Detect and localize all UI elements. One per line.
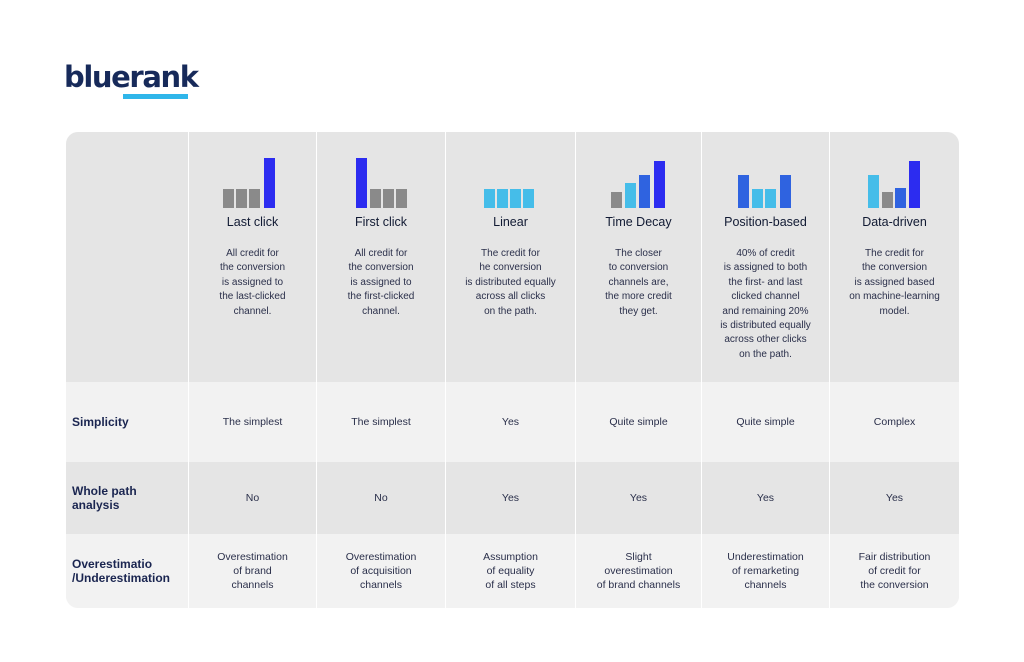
model-description: The credit for the conversion is assigned… — [849, 248, 940, 317]
table-cell: Assumption of equality of all steps — [483, 551, 538, 591]
model-name: First click — [354, 215, 408, 229]
table-cell: No — [374, 492, 388, 504]
model-description: The credit for he conversion is distribut… — [465, 248, 556, 317]
linear-bars-icon — [481, 156, 541, 208]
whole-path-analysis-row: Whole path analysis No No Yes Yes Yes Yes — [66, 462, 959, 534]
first-click-bars-icon — [351, 156, 411, 208]
table-cell: Fair distribution of credit for the conver… — [858, 551, 931, 591]
header-corner-cell — [66, 132, 188, 382]
table-cell: Slight overestimation of brand channels — [596, 551, 681, 591]
model-name: Position-based — [724, 215, 807, 229]
model-column-position-based: Position-based 40% of credit is assigned … — [701, 132, 829, 382]
row-label-whole-path-analysis: Whole path analysis — [72, 484, 137, 512]
table-cell: Yes — [756, 492, 775, 504]
table-cell: The simplest — [222, 416, 283, 428]
model-name: Linear — [493, 215, 528, 229]
model-name: Last click — [226, 215, 279, 229]
model-column-last-click: Last click All credit for the conversion … — [188, 132, 316, 382]
logo-text: bluerank — [64, 60, 199, 94]
attribution-models-table: Last click All credit for the conversion … — [66, 132, 959, 608]
table-cell: Overestimation of acquisition channels — [345, 551, 417, 591]
data-driven-bars-icon — [865, 156, 925, 208]
overestimation-row: Overestimatio/Underestimation Overestima… — [66, 534, 959, 608]
simplicity-row: Simplicity The simplest The simplest Yes… — [66, 382, 959, 462]
model-description: 40% of credit is assigned to both the fir… — [720, 248, 811, 360]
table-cell: No — [245, 492, 260, 504]
table-cell: Yes — [885, 492, 904, 504]
table-cell: Yes — [501, 416, 520, 428]
model-description: All credit for the conversion is assigned… — [219, 248, 286, 317]
model-column-data-driven: Data-driven The credit for the conversion… — [829, 132, 959, 382]
model-name: Time Decay — [605, 215, 672, 229]
model-column-time-decay: Time Decay The closer to conversion chann… — [575, 132, 701, 382]
table-cell: Quite simple — [609, 416, 668, 428]
bluerank-logo: bluerank — [64, 60, 199, 106]
table-cell: The simplest — [351, 416, 411, 428]
model-description: The closer to conversion channels are, the… — [605, 248, 672, 317]
table-cell: Yes — [629, 492, 648, 504]
model-column-first-click: First click All credit for the conversion… — [316, 132, 445, 382]
table-cell: Overestimation of brand channels — [217, 551, 288, 591]
table-cell: Quite simple — [736, 416, 795, 428]
row-label-simplicity: Simplicity — [72, 415, 129, 429]
row-label-overestimation: Overestimatio/Underestimation — [72, 557, 171, 585]
table-cell: Complex — [873, 416, 916, 428]
time-decay-bars-icon — [609, 156, 669, 208]
model-name: Data-driven — [862, 215, 927, 229]
model-description: All credit for the conversion is assigned… — [347, 248, 415, 317]
table-cell: Underestimation of remarketing channels — [727, 551, 804, 591]
logo-underline — [123, 94, 188, 99]
last-click-bars-icon — [222, 156, 283, 208]
header-row: Last click All credit for the conversion … — [66, 132, 959, 382]
model-column-linear: Linear The credit for he conversion is di… — [445, 132, 575, 382]
position-based-bars-icon — [736, 156, 796, 208]
table-cell: Yes — [501, 492, 520, 504]
